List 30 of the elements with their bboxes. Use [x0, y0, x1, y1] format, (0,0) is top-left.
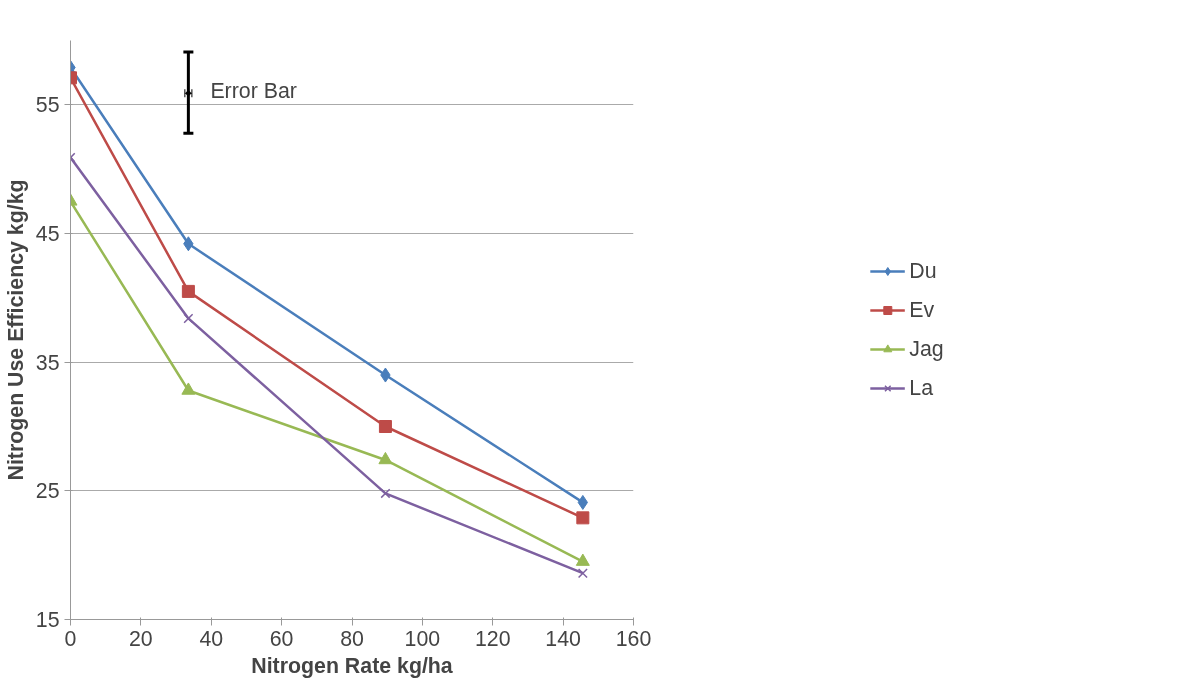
legend-label: Du: [909, 258, 937, 284]
point: [181, 382, 196, 395]
point: [575, 553, 590, 566]
legend-label: La: [909, 375, 934, 401]
x-tick-label: 160: [615, 626, 652, 651]
y-tick-label: 35: [35, 350, 60, 375]
legend-label: Ev: [909, 297, 935, 323]
point: [380, 488, 391, 499]
point: [183, 313, 194, 324]
point: [378, 420, 392, 433]
y-tick-label: 45: [35, 222, 60, 246]
x-tick-label: 80: [340, 626, 364, 651]
y-tick-label: 55: [35, 93, 60, 118]
y-tick-label: 15: [35, 608, 60, 632]
x-axis-title: Nitrogen Rate kg/ha: [251, 653, 453, 678]
point: [378, 451, 393, 465]
x-tick-label: 40: [199, 626, 224, 651]
point: [181, 284, 195, 298]
x-tick-label: 20: [129, 626, 153, 651]
y-axis-title: Nitrogen Use Efficiency kg/kg: [3, 179, 28, 481]
annotation: Error Bar: [210, 79, 297, 104]
x-tick-label: 120: [474, 626, 511, 651]
y-tick-label: 25: [35, 479, 60, 504]
legend-label: Jag: [909, 336, 944, 362]
x-tick-label: 100: [404, 626, 441, 651]
x-tick-label: 0: [64, 626, 77, 651]
point: [576, 511, 590, 525]
point: [577, 568, 588, 579]
x-tick-label: 60: [269, 626, 294, 651]
x-tick-label: 140: [545, 626, 582, 651]
